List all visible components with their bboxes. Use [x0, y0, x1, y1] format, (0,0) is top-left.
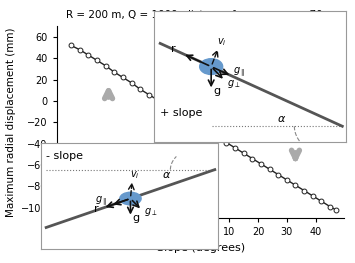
Y-axis label: Maximum radial displacement (mm): Maximum radial displacement (mm) — [6, 28, 16, 217]
Text: $\alpha$: $\alpha$ — [162, 170, 171, 180]
X-axis label: Slope (degrees): Slope (degrees) — [157, 243, 245, 253]
Text: $g_{\parallel}$: $g_{\parallel}$ — [94, 195, 106, 209]
Text: $v_i$: $v_i$ — [131, 170, 140, 181]
Text: $v_i$: $v_i$ — [217, 36, 226, 48]
Text: $\alpha$: $\alpha$ — [277, 114, 286, 124]
Circle shape — [120, 192, 141, 205]
Text: g: g — [213, 86, 220, 96]
Text: - slope: - slope — [46, 151, 83, 161]
Text: $g_{\perp}$: $g_{\perp}$ — [227, 78, 241, 90]
Text: g: g — [132, 213, 140, 223]
Text: + slope: + slope — [160, 108, 203, 118]
Text: $g_{\perp}$: $g_{\perp}$ — [144, 206, 158, 218]
Text: r: r — [171, 44, 175, 54]
Title: R = 200 m, Q = 1000, distance from source = 70 m: R = 200 m, Q = 1000, distance from sourc… — [66, 10, 335, 20]
Text: $g_{\parallel}$: $g_{\parallel}$ — [233, 66, 245, 80]
Circle shape — [200, 59, 223, 74]
Text: r: r — [94, 204, 99, 214]
